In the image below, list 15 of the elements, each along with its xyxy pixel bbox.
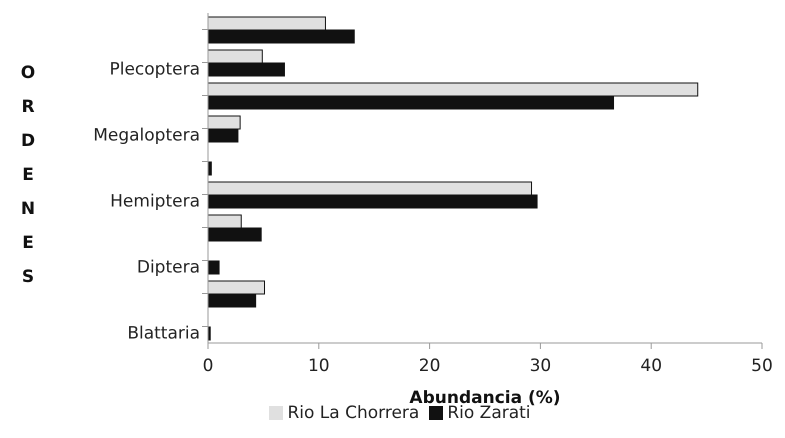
x-tick-label: 10 <box>308 356 330 376</box>
y-tick-label: Plecoptera <box>109 60 200 80</box>
y-tick-label: Megaloptera <box>93 126 200 146</box>
x-tick-label: 40 <box>640 356 662 376</box>
x-tick-label: 50 <box>751 356 773 376</box>
y-axis-title: ORDENES <box>20 63 36 287</box>
x-tick-label: 0 <box>202 356 214 376</box>
y-tick-label: Blattaria <box>127 324 200 344</box>
y-tick-label: Diptera <box>136 258 200 278</box>
x-tick-label: 20 <box>418 356 440 376</box>
y-tick-label: Hemiptera <box>110 192 200 212</box>
bar <box>208 161 212 176</box>
legend-label: Rio La Chorrera <box>287 403 420 423</box>
x-tick-label: 30 <box>530 356 552 376</box>
bar <box>208 260 220 274</box>
